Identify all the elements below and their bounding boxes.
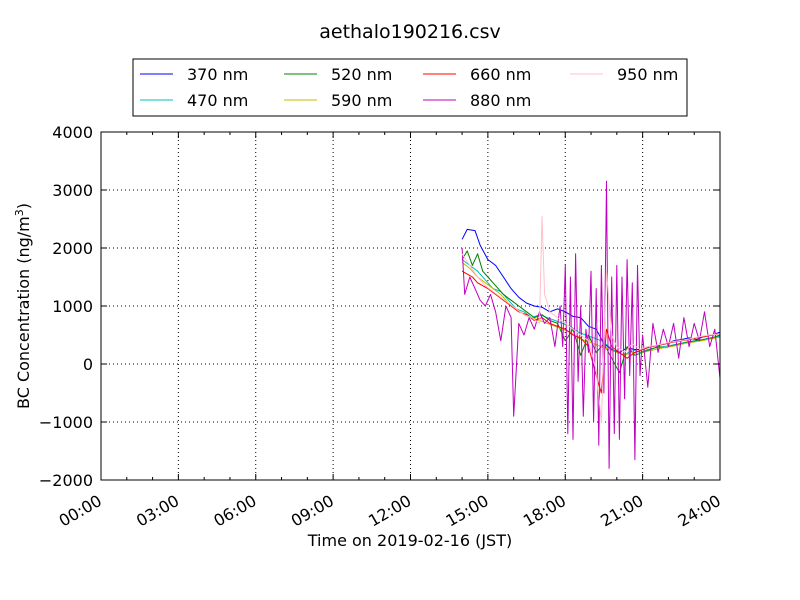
y-tick-label: 1000: [52, 297, 93, 316]
series-layer: [461, 180, 721, 469]
legend-label: 880 nm: [470, 91, 531, 110]
legend-label: 520 nm: [331, 65, 392, 84]
grid: [101, 132, 720, 480]
ticks: [100, 131, 721, 481]
y-axis-label-superscript: 3: [13, 209, 26, 216]
x-tick-label: 06:00: [210, 491, 259, 531]
chart-title: aethalo190216.csv: [319, 21, 501, 43]
y-tick-labels: −2000 −1000 0 1000 2000 3000 4000: [39, 123, 93, 490]
x-tick-label: 21:00: [597, 491, 646, 531]
series-line-6: [461, 215, 721, 423]
y-tick-label: −1000: [39, 413, 93, 432]
x-tick-label: 18:00: [520, 491, 569, 531]
x-tick-label: 09:00: [288, 491, 337, 531]
series-line-3: [461, 262, 721, 356]
legend-label: 590 nm: [331, 91, 392, 110]
x-tick-labels: 00:00 03:00 06:00 09:00 12:00 15:00 18:00 21:00…: [56, 491, 724, 531]
x-tick-label: 15:00: [442, 491, 491, 531]
y-tick-label: −2000: [39, 471, 93, 490]
legend-label: 660 nm: [470, 65, 531, 84]
legend-box: [132, 58, 688, 117]
y-tick-label: 4000: [52, 123, 93, 142]
y-tick-label: 3000: [52, 181, 93, 200]
legend-label: 950 nm: [617, 65, 678, 84]
series-line-5: [461, 180, 721, 469]
x-axis-label: Time on 2019-02-16 (JST): [307, 531, 512, 550]
x-tick-label: 03:00: [133, 491, 182, 531]
y-axis-label: BC Concentration (ng/m3): [13, 203, 34, 409]
y-axis-label-main: BC Concentration (ng/m: [14, 216, 33, 409]
legend: 370 nm 470 nm 520 nm 590 nm 660 nm 880 nm 950 …: [132, 58, 688, 117]
legend-label: 370 nm: [187, 65, 248, 84]
series-line-2: [461, 250, 721, 374]
legend-label: 470 nm: [187, 91, 248, 110]
x-tick-label: 00:00: [56, 491, 105, 531]
x-tick-label: 24:00: [675, 491, 724, 531]
y-tick-label: 2000: [52, 239, 93, 258]
x-tick-label: 12:00: [365, 491, 414, 531]
y-axis-label-end: ): [14, 203, 33, 209]
y-tick-label: 0: [83, 355, 93, 374]
